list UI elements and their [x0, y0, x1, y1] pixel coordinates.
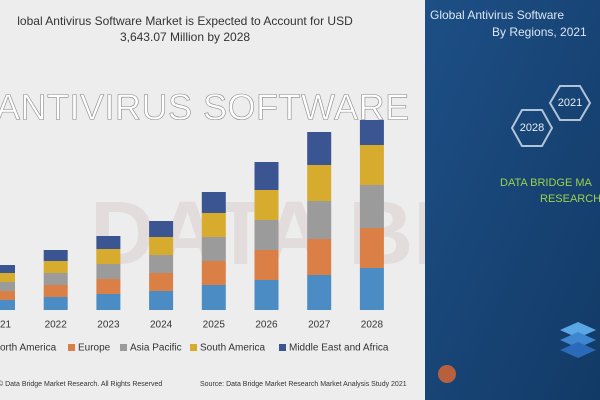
brand: DATA BRIDGE MA	[500, 177, 593, 189]
watermark: DATA BR	[90, 184, 478, 284]
bar-segment	[359, 268, 384, 310]
x-tick-label: 2023	[97, 320, 120, 331]
x-tick-label: 2022	[45, 320, 68, 331]
bar-segment	[43, 273, 68, 285]
bar-segment	[254, 190, 279, 220]
side-title: Global Antivirus Software	[430, 8, 564, 22]
x-tick-label: 2027	[308, 320, 331, 331]
bar-segment	[96, 294, 121, 310]
bar-segment	[359, 185, 384, 228]
bar-segment	[96, 264, 121, 279]
bar-segment	[149, 291, 174, 310]
bar-segment	[359, 145, 384, 185]
bar-segment	[201, 261, 226, 285]
copyright: © Data Bridge Market Research. All Right…	[0, 380, 162, 388]
bar-segment	[254, 250, 279, 280]
bar-segment	[0, 265, 15, 273]
hex-decor	[510, 85, 592, 147]
bar-segment	[149, 221, 174, 237]
side-title: By Regions, 2021	[492, 25, 587, 39]
bar-segment	[201, 237, 226, 261]
bar-segment	[307, 239, 332, 275]
legend-label: Asia Pacific	[130, 343, 182, 354]
source: Source: Data Bridge Market Research Mark…	[200, 381, 407, 388]
bar-segment	[43, 261, 68, 273]
logo-icon	[438, 322, 596, 383]
bar-segment	[254, 162, 279, 190]
bar-segment	[254, 280, 279, 310]
legend-swatch	[190, 344, 197, 351]
bar-segment	[43, 250, 68, 261]
legend-swatch	[120, 344, 127, 351]
legend-label: South America	[200, 343, 265, 354]
legend-label: Middle East and Africa	[289, 343, 389, 354]
overlay-title: ANTIVIRUS SOFTWARE	[0, 87, 410, 128]
bar-segment	[43, 285, 68, 297]
x-tick-label: 21	[0, 320, 12, 331]
bar-segment	[0, 273, 15, 282]
chart-title: lobal Antivirus Software Market is Expec…	[17, 14, 353, 28]
legend-label: orth America	[0, 343, 57, 354]
bar-segment	[201, 285, 226, 310]
bar-segment	[149, 255, 174, 273]
bar-segment	[149, 237, 174, 255]
bar-segment	[307, 165, 332, 201]
brand: RESEARCH	[540, 193, 600, 205]
x-tick-label: 2025	[203, 320, 226, 331]
x-tick-label: 2026	[255, 320, 278, 331]
legend-label: Europe	[78, 343, 111, 354]
hex-label: 2021	[558, 97, 582, 109]
x-tick-label: 2028	[361, 320, 384, 331]
bar-segment	[201, 213, 226, 237]
chart-title: 3,643.07 Million by 2028	[120, 30, 250, 44]
bar-segment	[96, 236, 121, 249]
legend-swatch	[279, 344, 286, 351]
bar-segment	[43, 297, 68, 310]
hex-label: 2028	[520, 122, 544, 134]
bar-segment	[359, 120, 384, 145]
x-tick-label: 2024	[150, 320, 173, 331]
bar-segment	[359, 228, 384, 268]
bar-segment	[149, 273, 174, 291]
bar-segment	[0, 291, 15, 300]
bar-segment	[96, 249, 121, 264]
bar-segment	[0, 300, 15, 310]
legend-swatch	[68, 344, 75, 351]
bar-segment	[201, 192, 226, 213]
bar-segment	[307, 275, 332, 310]
bar-segment	[0, 282, 15, 291]
bar-segment	[307, 201, 332, 239]
bar-segment	[96, 279, 121, 294]
bar-segment	[254, 220, 279, 250]
bar-segment	[307, 132, 332, 165]
